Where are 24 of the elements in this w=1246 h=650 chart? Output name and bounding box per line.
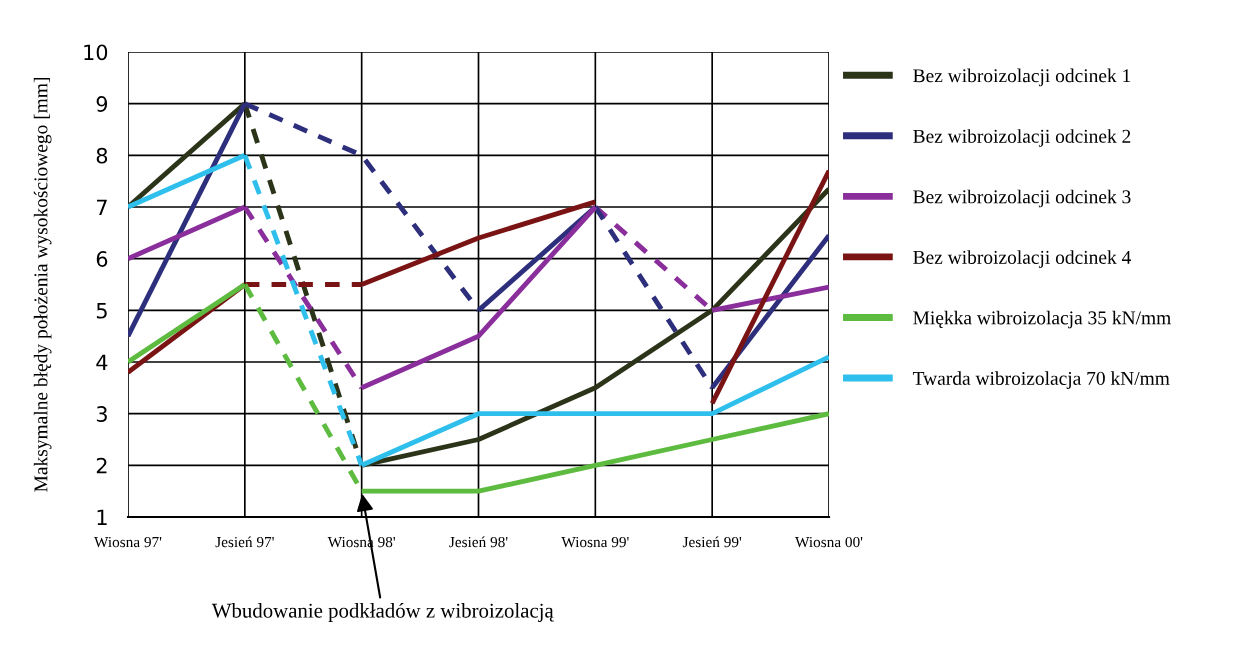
legend-label: Bez wibroizolacji odcinek 3 (913, 189, 1131, 208)
x-tick-label: Wiosna 99' (561, 536, 629, 548)
y-tick-label: 4 (96, 354, 108, 370)
x-tick-label: Jesień 97' (215, 536, 274, 548)
y-tick-label: 1 (97, 509, 107, 525)
y-tick-label: 2 (96, 457, 107, 474)
x-tick-label: Wiosna 97' (94, 536, 162, 548)
y-tick-label: 6 (96, 251, 108, 267)
legend-label: Bez wibroizolacji odcinek 2 (913, 129, 1131, 147)
legend-label: Bez wibroizolacji odcinek 1 (913, 68, 1131, 87)
y-tick-label: 8 (96, 147, 108, 164)
legend-label: Miękka wibroizolacja 35 kN/mm (913, 310, 1171, 329)
y-tick-label: 3 (96, 406, 107, 422)
y-tick-label: 9 (96, 96, 108, 112)
x-tick-label: Jesień 99' (682, 536, 742, 548)
y-tick-label: 10 (84, 44, 108, 61)
y-axis-title: Maksymalne błędy położenia wysokościowego [mm] (33, 78, 52, 492)
y-tick-label: 5 (96, 303, 107, 319)
y-tick-label: 7 (97, 199, 107, 215)
legend-label: Twarda wibroizolacja 70 kN/mm (912, 371, 1170, 389)
x-tick-label: Jesień 98' (449, 536, 508, 548)
x-tick-label: Wiosna 00' (795, 536, 863, 548)
legend-label: Bez wibroizolacji odcinek 4 (913, 250, 1131, 268)
annotation: Wbudowanie podkładów z wibroizolacją (211, 603, 554, 622)
